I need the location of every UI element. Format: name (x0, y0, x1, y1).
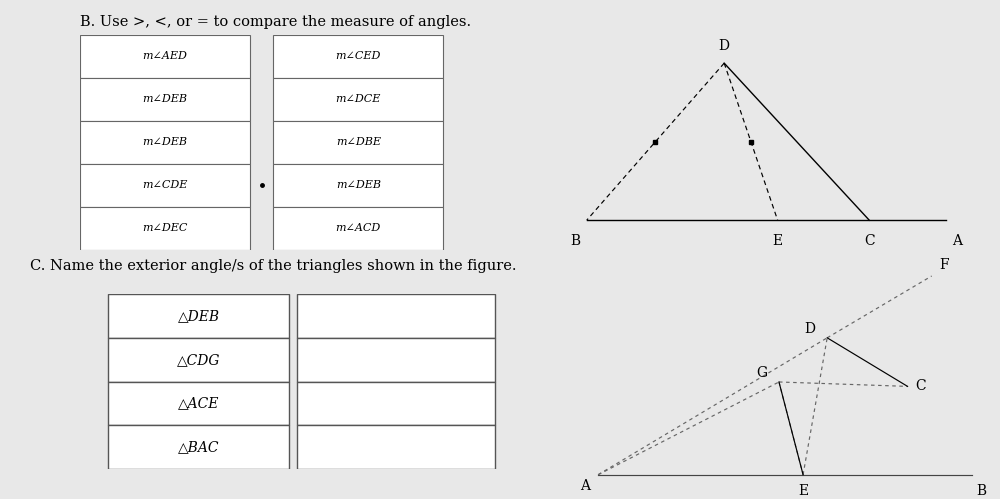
Bar (273, 35, 443, 78)
Text: △DEB: △DEB (178, 309, 220, 323)
Text: A: A (580, 479, 590, 493)
Text: C: C (916, 379, 926, 393)
Text: D: D (804, 322, 815, 336)
Text: m∠AED: m∠AED (143, 51, 188, 61)
Bar (108, 338, 289, 382)
Bar (273, 121, 443, 164)
Bar (297, 294, 495, 338)
Text: m∠DEB: m∠DEB (143, 94, 188, 104)
Bar (80, 78, 250, 121)
Text: m∠CED: m∠CED (336, 51, 381, 61)
Bar (273, 164, 443, 207)
Text: F: F (940, 257, 949, 271)
Bar (80, 121, 250, 164)
Text: C: C (864, 234, 875, 248)
Text: A: A (952, 234, 962, 248)
Text: △ACE: △ACE (178, 397, 219, 411)
Bar (80, 164, 250, 207)
Text: m∠DEB: m∠DEB (143, 137, 188, 147)
Text: B: B (976, 484, 986, 498)
Text: G: G (756, 366, 767, 380)
Text: B. Use >, <, or = to compare the measure of angles.: B. Use >, <, or = to compare the measure… (80, 15, 471, 29)
Text: m∠DBE: m∠DBE (336, 137, 381, 147)
Bar (108, 382, 289, 425)
Text: △BAC: △BAC (178, 440, 219, 454)
Text: m∠CDE: m∠CDE (142, 180, 188, 190)
Bar (80, 207, 250, 250)
Text: B: B (570, 234, 580, 248)
Bar (80, 35, 250, 78)
Bar (273, 78, 443, 121)
Text: m∠DEC: m∠DEC (142, 223, 188, 233)
Text: m∠DEB: m∠DEB (336, 180, 381, 190)
Text: m∠DCE: m∠DCE (336, 94, 381, 104)
Bar (108, 294, 289, 338)
Text: E: E (798, 484, 808, 498)
Text: m∠ACD: m∠ACD (336, 223, 381, 233)
Bar (297, 338, 495, 382)
Bar (108, 425, 289, 469)
Bar (297, 382, 495, 425)
Text: D: D (719, 39, 730, 53)
Bar (297, 425, 495, 469)
Text: E: E (773, 234, 783, 248)
Bar (273, 207, 443, 250)
Text: C. Name the exterior angle/s of the triangles shown in the figure.: C. Name the exterior angle/s of the tria… (30, 259, 516, 273)
Text: △CDG: △CDG (177, 353, 220, 367)
